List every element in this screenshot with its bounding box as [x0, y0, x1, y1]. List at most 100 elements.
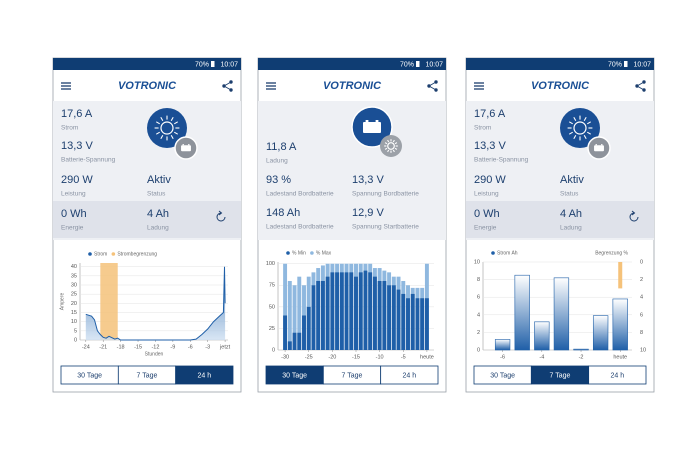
y2-tick-label: 0 [640, 259, 643, 265]
tab-label[interactable]: 24 h [611, 372, 625, 379]
y-tick-label: 100 [266, 261, 275, 267]
battery-pole [600, 144, 603, 146]
metric-value: 13,3 V [474, 140, 506, 152]
metric-value: 0 Wh [474, 208, 500, 220]
legend-marker [88, 252, 92, 256]
status-bar [53, 58, 241, 70]
bar [292, 285, 297, 350]
sun-core [573, 121, 587, 135]
y-tick-label: 2 [477, 330, 480, 336]
bar [494, 339, 511, 351]
metric-label: Ladung [147, 225, 169, 232]
metric-label: Spannung Bordbatterie [352, 191, 419, 198]
sun-ray [387, 149, 390, 153]
metric-value: 4 Ah [560, 208, 582, 220]
status-bar [258, 58, 446, 70]
clock: 10:07 [633, 61, 651, 68]
sun-ray [384, 142, 388, 145]
legend-label: Strom [94, 251, 107, 257]
battery-pole [595, 144, 598, 146]
y-tick-label: 10 [474, 259, 480, 265]
x-tick-label: -15 [134, 344, 142, 350]
tab-label[interactable]: 7 Tage [137, 372, 158, 379]
y-tick-label: 30 [71, 282, 77, 288]
limit-band [100, 263, 118, 340]
x-tick-label: -25 [305, 354, 313, 360]
bar [297, 332, 302, 350]
bar [410, 293, 415, 350]
x-tick-label: -12 [151, 344, 159, 350]
tab-label[interactable]: 30 Tage [77, 372, 102, 379]
x-tick-label: -6 [500, 354, 505, 360]
sun-ray [392, 149, 395, 153]
bar [311, 285, 316, 350]
metric-value: 17,6 A [474, 108, 506, 120]
logo: VOTRONIC [323, 80, 382, 92]
bar [382, 280, 387, 350]
metric-label: Status [560, 191, 579, 198]
phone-screen: 70% 10:07 VOTRONIC 17,6 A Strom 13,3 V Batteri… [52, 57, 242, 393]
metric-label: Ladestand Bordbatterie [266, 224, 334, 231]
battery-pole [182, 144, 185, 146]
clock: 10:07 [220, 61, 238, 68]
metric-label: Leistung [474, 191, 499, 198]
sun-ray [392, 139, 395, 143]
sun-core [160, 121, 174, 135]
bar [396, 289, 401, 350]
y2-tick-label: 6 [640, 312, 643, 318]
bar [406, 298, 410, 350]
sun-ray [586, 131, 592, 135]
metric-label: Strom [474, 125, 491, 132]
sun-ray [568, 121, 574, 125]
y-axis-label: Ampere [59, 293, 65, 311]
metric-label: Ladestand Bordbatterie [266, 191, 334, 198]
metric-value: 93 % [266, 174, 291, 186]
share-icon [223, 81, 232, 91]
tab-label[interactable]: 7 Tage [550, 372, 571, 379]
area-fill [85, 266, 226, 340]
y2-tick-label: 10 [640, 347, 646, 353]
x-tick-label: heute [420, 354, 434, 360]
metric-label: Ladung [266, 158, 288, 165]
metric-value: 4 Ah [147, 208, 169, 220]
metric-label: Energie [61, 225, 84, 232]
refresh-arrow [218, 210, 223, 216]
sun-ray [173, 131, 179, 135]
bar [287, 341, 292, 350]
x-tick-label: -10 [376, 354, 384, 360]
tab-label[interactable]: 30 Tage [490, 372, 515, 379]
tab-label[interactable]: 24 h [198, 372, 212, 379]
y-tick-label: 6 [477, 295, 480, 301]
legend-marker [491, 251, 495, 255]
tab[interactable] [588, 365, 647, 385]
sun-ray [387, 139, 390, 143]
sun-ray [568, 131, 574, 135]
legend-label: % Min [292, 250, 306, 256]
sun-ray [170, 116, 174, 122]
bar [335, 272, 340, 350]
bar [391, 285, 396, 350]
tab[interactable] [380, 365, 439, 385]
tab-label[interactable]: 7 Tage [342, 372, 363, 379]
sun-core [387, 142, 395, 150]
legend-marker [310, 251, 314, 255]
x-tick-label: -5 [401, 354, 406, 360]
tab-label[interactable]: 24 h [403, 372, 417, 379]
x-tick-label: -30 [281, 354, 289, 360]
y-tick-label: 10 [71, 319, 77, 325]
tab[interactable] [175, 365, 234, 385]
battery-body [594, 145, 604, 152]
bar [377, 280, 382, 350]
bar [592, 315, 609, 351]
bar [420, 298, 425, 350]
y2-tick-label: 2 [640, 277, 643, 283]
metric-value: 11,8 A [266, 141, 297, 153]
share-icon [636, 81, 645, 91]
battery-level: 70% [195, 61, 209, 68]
y-tick-label: 20 [71, 301, 77, 307]
metric-value: 13,3 V [352, 174, 384, 186]
tab-label[interactable]: 30 Tage [282, 372, 307, 379]
bar [363, 270, 368, 350]
sun-ray [394, 147, 398, 150]
